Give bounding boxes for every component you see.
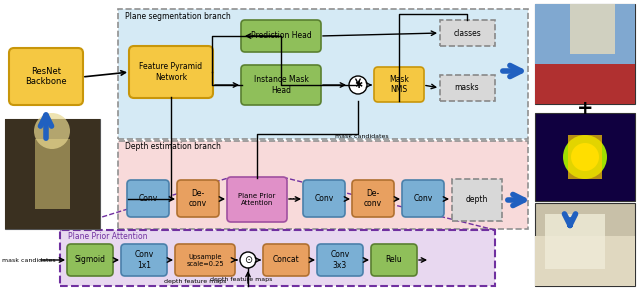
Text: Prediction Head: Prediction Head [251, 32, 312, 40]
Text: Relu: Relu [386, 255, 403, 264]
Text: +: + [577, 99, 593, 118]
FancyBboxPatch shape [440, 20, 495, 46]
FancyBboxPatch shape [118, 9, 528, 139]
FancyBboxPatch shape [9, 48, 83, 105]
Text: Feature Pyramid
Network: Feature Pyramid Network [140, 62, 203, 82]
Circle shape [563, 135, 607, 179]
FancyBboxPatch shape [60, 230, 495, 286]
FancyBboxPatch shape [535, 4, 635, 104]
FancyBboxPatch shape [535, 113, 635, 201]
FancyBboxPatch shape [440, 75, 495, 101]
FancyBboxPatch shape [175, 244, 235, 276]
Text: Sigmoid: Sigmoid [74, 255, 106, 264]
Text: ···: ··· [289, 194, 300, 204]
Text: Conv
1x1: Conv 1x1 [134, 250, 154, 270]
Text: masks: masks [454, 84, 479, 92]
FancyBboxPatch shape [263, 244, 309, 276]
Text: Conv
3x3: Conv 3x3 [330, 250, 349, 270]
FancyBboxPatch shape [452, 179, 502, 221]
Text: ResNet
Backbone: ResNet Backbone [25, 67, 67, 86]
Text: Instance Mask
Head: Instance Mask Head [253, 75, 308, 95]
FancyBboxPatch shape [129, 46, 213, 98]
FancyBboxPatch shape [67, 244, 113, 276]
Text: Plane Prior
Attention: Plane Prior Attention [238, 193, 276, 206]
FancyBboxPatch shape [177, 180, 219, 217]
FancyBboxPatch shape [545, 214, 605, 269]
FancyBboxPatch shape [535, 236, 635, 286]
FancyBboxPatch shape [535, 203, 635, 286]
Text: Depth estimation branch: Depth estimation branch [125, 142, 221, 151]
FancyBboxPatch shape [5, 119, 100, 229]
Text: De-
conv: De- conv [364, 189, 382, 208]
FancyBboxPatch shape [568, 135, 602, 179]
Text: depth feature maps: depth feature maps [210, 277, 273, 282]
Circle shape [240, 252, 256, 268]
Text: depth: depth [466, 195, 488, 205]
FancyBboxPatch shape [303, 180, 345, 217]
Text: Conv: Conv [314, 194, 333, 203]
Text: De-
conv: De- conv [189, 189, 207, 208]
FancyBboxPatch shape [535, 64, 635, 104]
FancyBboxPatch shape [121, 244, 167, 276]
Text: Concat: Concat [273, 255, 300, 264]
FancyBboxPatch shape [35, 139, 70, 209]
FancyBboxPatch shape [402, 180, 444, 217]
Circle shape [349, 76, 367, 94]
FancyBboxPatch shape [227, 177, 287, 222]
Text: Conv: Conv [413, 194, 433, 203]
FancyBboxPatch shape [535, 4, 635, 64]
Text: Upsample
scale=0.25: Upsample scale=0.25 [186, 253, 224, 266]
FancyBboxPatch shape [241, 65, 321, 105]
FancyBboxPatch shape [570, 4, 615, 54]
FancyBboxPatch shape [127, 180, 169, 217]
Text: Conv: Conv [138, 194, 157, 203]
FancyBboxPatch shape [374, 67, 424, 102]
Text: ⊙: ⊙ [244, 255, 252, 265]
Text: mask candidates: mask candidates [2, 257, 56, 262]
FancyBboxPatch shape [317, 244, 363, 276]
FancyBboxPatch shape [371, 244, 417, 276]
Circle shape [571, 143, 599, 171]
FancyBboxPatch shape [352, 180, 394, 217]
Text: classes: classes [453, 29, 481, 38]
FancyBboxPatch shape [118, 141, 528, 229]
Text: ✱: ✱ [354, 80, 362, 90]
Text: Plane segmentation branch: Plane segmentation branch [125, 12, 231, 21]
Text: Plane Prior Attention: Plane Prior Attention [68, 232, 147, 241]
Text: depth feature maps: depth feature maps [164, 279, 226, 284]
Circle shape [34, 113, 70, 149]
FancyBboxPatch shape [5, 119, 100, 229]
Text: Mask
NMS: Mask NMS [389, 75, 409, 94]
FancyBboxPatch shape [241, 20, 321, 52]
Text: mask candidates: mask candidates [335, 134, 388, 139]
